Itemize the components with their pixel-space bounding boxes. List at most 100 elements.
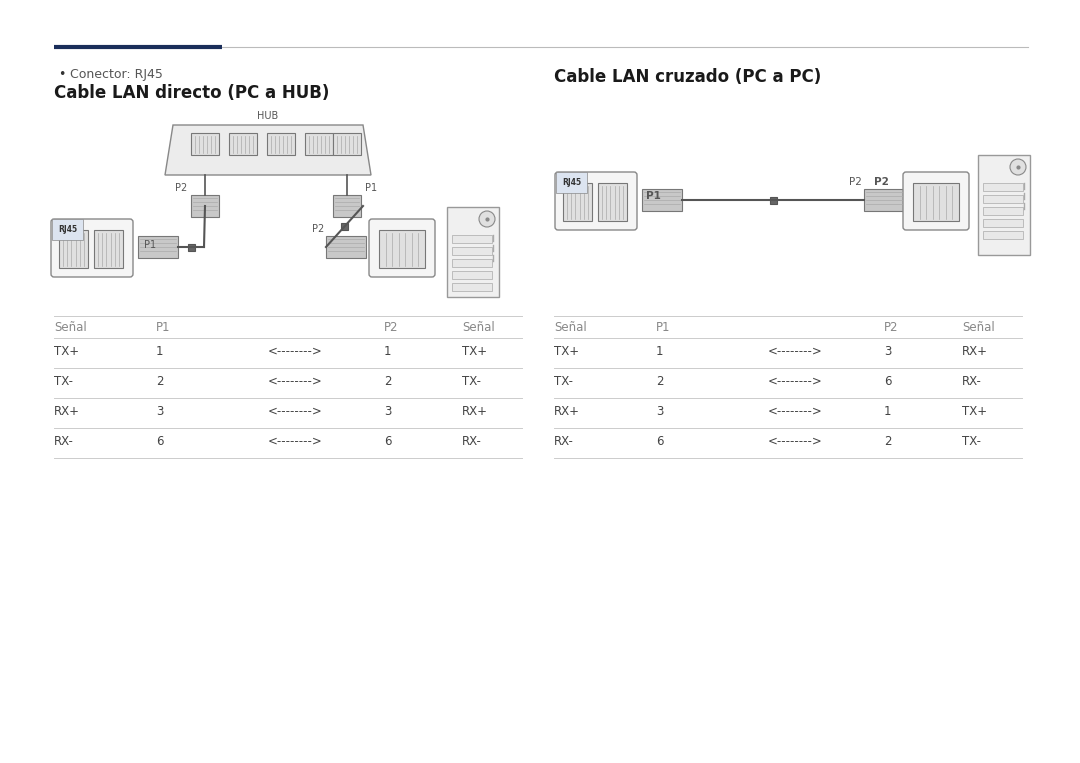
Polygon shape (165, 125, 372, 175)
Text: <-------->: <--------> (268, 375, 323, 388)
Bar (983, 207, 1023, 215)
Text: <-------->: <--------> (268, 435, 323, 448)
Text: <-------->: <--------> (768, 405, 823, 418)
Text: RX+: RX+ (462, 405, 488, 418)
Text: TX-: TX- (962, 435, 981, 448)
Text: P2: P2 (175, 183, 187, 193)
Circle shape (1010, 159, 1026, 175)
Bar (983, 183, 1023, 191)
Text: RX+: RX+ (54, 405, 80, 418)
Text: P1: P1 (156, 321, 171, 334)
Text: <-------->: <--------> (268, 345, 323, 358)
Text: HUB: HUB (257, 111, 279, 121)
Text: 2: 2 (156, 375, 163, 388)
Bar (379, 230, 426, 268)
FancyBboxPatch shape (51, 219, 133, 277)
Text: TX-: TX- (462, 375, 481, 388)
Bar (191, 195, 219, 217)
Text: TX+: TX+ (962, 405, 987, 418)
FancyBboxPatch shape (555, 172, 637, 230)
Text: 6: 6 (156, 435, 163, 448)
Bar (191, 133, 219, 155)
Text: <-------->: <--------> (768, 435, 823, 448)
Text: 3: 3 (885, 345, 891, 358)
Text: P2: P2 (849, 177, 862, 187)
Text: P1: P1 (365, 183, 377, 193)
Bar (453, 259, 492, 267)
Bar (267, 133, 295, 155)
Bar (598, 183, 627, 221)
Bar (341, 223, 348, 230)
Text: RJ45: RJ45 (562, 178, 581, 187)
Text: 1: 1 (384, 345, 391, 358)
Text: Señal: Señal (462, 321, 495, 334)
Bar (59, 230, 87, 268)
Text: Señal: Señal (962, 321, 995, 334)
Bar (983, 231, 1023, 239)
Bar (229, 133, 257, 155)
Text: •: • (58, 68, 66, 81)
Bar (453, 283, 492, 291)
Text: TX-: TX- (554, 375, 573, 388)
Bar (326, 236, 366, 258)
FancyBboxPatch shape (903, 172, 969, 230)
Text: <-------->: <--------> (768, 345, 823, 358)
Text: 3: 3 (156, 405, 163, 418)
Text: TX-: TX- (54, 375, 73, 388)
Text: RX+: RX+ (962, 345, 988, 358)
Text: 2: 2 (885, 435, 891, 448)
Text: 2: 2 (384, 375, 391, 388)
Bar (563, 183, 592, 221)
Text: Conector: RJ45: Conector: RJ45 (70, 68, 163, 81)
Circle shape (480, 211, 495, 227)
Text: Señal: Señal (554, 321, 586, 334)
Text: TX+: TX+ (554, 345, 579, 358)
Text: RJ45: RJ45 (58, 225, 77, 234)
Bar (453, 271, 492, 279)
Text: RX-: RX- (54, 435, 73, 448)
Text: TX+: TX+ (462, 345, 487, 358)
Text: 6: 6 (656, 435, 663, 448)
Bar (94, 230, 123, 268)
Bar (453, 235, 492, 243)
Text: 2: 2 (656, 375, 663, 388)
Text: 3: 3 (384, 405, 391, 418)
Bar (769, 197, 777, 204)
Text: RX-: RX- (462, 435, 482, 448)
Text: P1: P1 (144, 240, 157, 250)
Text: Cable LAN directo (PC a HUB): Cable LAN directo (PC a HUB) (54, 84, 329, 102)
Text: Cable LAN cruzado (PC a PC): Cable LAN cruzado (PC a PC) (554, 68, 821, 86)
Text: P1: P1 (656, 321, 671, 334)
Text: 1: 1 (656, 345, 663, 358)
Text: RX-: RX- (962, 375, 982, 388)
Bar (138, 236, 178, 258)
Bar (188, 243, 194, 250)
Text: TX+: TX+ (54, 345, 79, 358)
Text: P2: P2 (384, 321, 399, 334)
FancyBboxPatch shape (369, 219, 435, 277)
Text: P2: P2 (885, 321, 899, 334)
Bar (642, 189, 681, 211)
Text: <-------->: <--------> (768, 375, 823, 388)
Text: 3: 3 (656, 405, 663, 418)
Bar (447, 207, 499, 297)
Text: RX-: RX- (554, 435, 573, 448)
Bar (983, 219, 1023, 227)
Text: 6: 6 (384, 435, 391, 448)
Text: <-------->: <--------> (268, 405, 323, 418)
Bar (913, 183, 959, 221)
Text: P2: P2 (874, 177, 889, 187)
Bar (453, 247, 492, 255)
Text: Señal: Señal (54, 321, 86, 334)
Text: RX+: RX+ (554, 405, 580, 418)
Bar (333, 133, 361, 155)
Bar (305, 133, 333, 155)
Bar (983, 195, 1023, 203)
Bar (333, 195, 361, 217)
Bar (864, 189, 904, 211)
Text: 1: 1 (156, 345, 163, 358)
Text: 6: 6 (885, 375, 891, 388)
Text: P1: P1 (646, 191, 661, 201)
Text: 1: 1 (885, 405, 891, 418)
Text: P2: P2 (312, 224, 324, 234)
